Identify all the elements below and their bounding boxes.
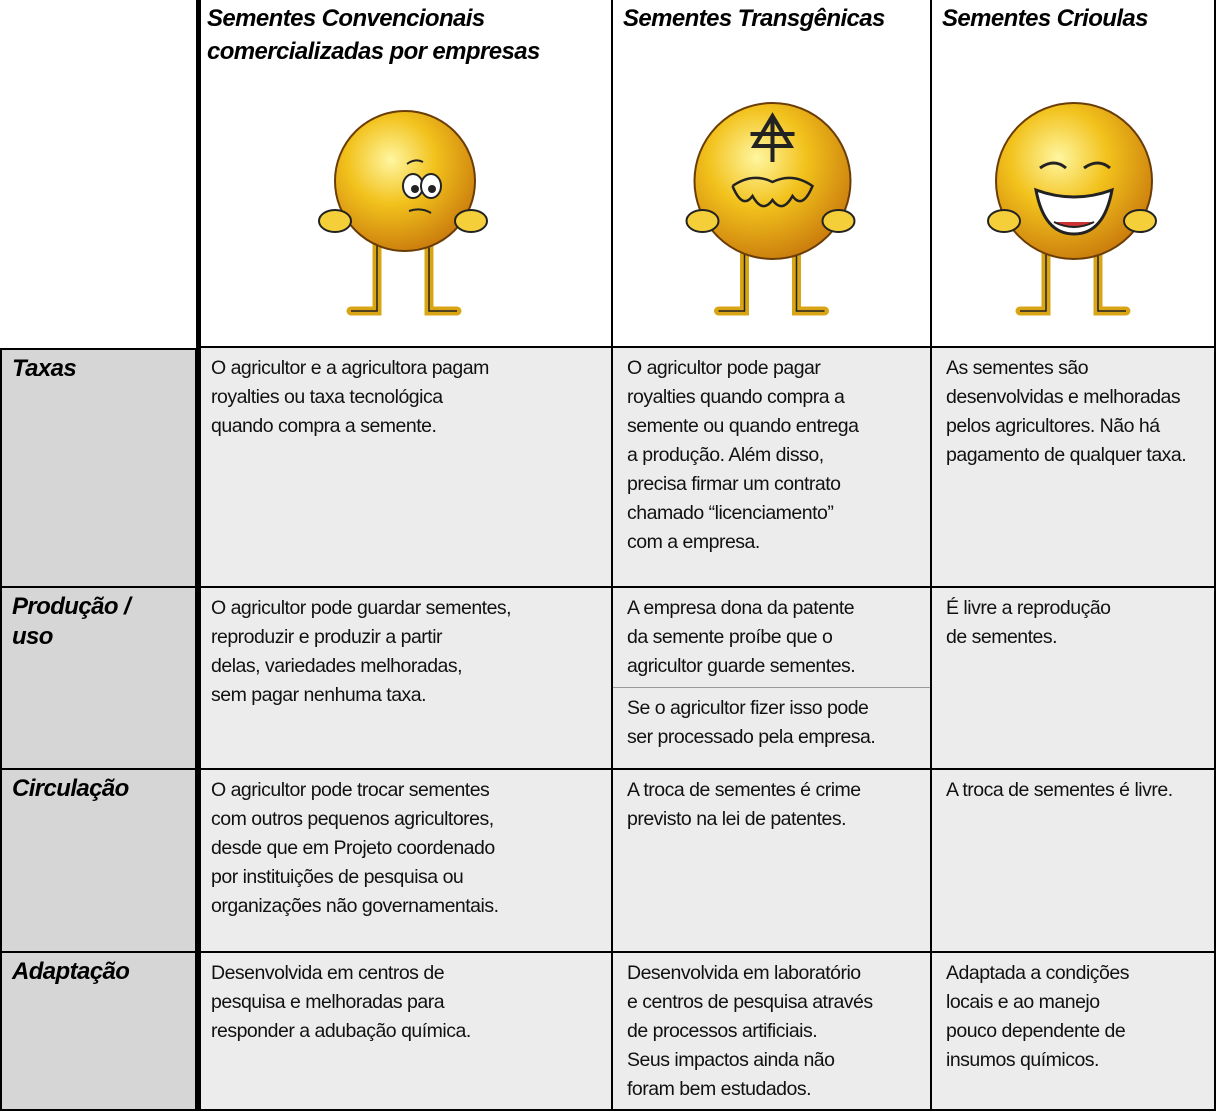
cell-text: com outros pequenos agricultores, xyxy=(211,808,494,830)
column-title: comercializadas por empresas xyxy=(207,38,540,65)
cell-text: semente ou quando entrega xyxy=(627,415,859,437)
cell-text: previsto na lei de patentes. xyxy=(627,808,847,830)
cell-paragraph: A empresa dona da patente da semente proí… xyxy=(627,594,930,681)
row-label: Taxas xyxy=(12,355,77,382)
cell-text: Adaptada a condições xyxy=(946,962,1129,984)
table-cell: Desenvolvida em centros de pesquisa e mel… xyxy=(197,953,613,1111)
cell-text: chamado “licenciamento” xyxy=(627,502,834,524)
cell-text: royalties ou taxa tecnológica xyxy=(211,386,443,408)
seed-character xyxy=(318,110,488,316)
row-header: Taxas xyxy=(0,348,197,588)
column-header: Sementes Transgênicas xyxy=(613,0,932,348)
cell-text: Desenvolvida em laboratório xyxy=(627,962,861,984)
cell-paragraph: A troca de sementes é livre. xyxy=(946,776,1214,805)
table-cell: A empresa dona da patente da semente proí… xyxy=(613,588,932,770)
cell-text: A troca de sementes é livre. xyxy=(946,779,1173,801)
column-header: Sementes Convencionais comercializadas po… xyxy=(197,0,613,348)
cell-text: e centros de pesquisa através xyxy=(627,991,873,1013)
cell-text: a produção. Além disso, xyxy=(627,444,824,466)
cell-text: reproduzir e produzir a partir xyxy=(211,626,443,648)
row-header: Adaptação xyxy=(0,953,197,1111)
cell-text: sem pagar nenhuma taxa. xyxy=(211,684,427,706)
cell-text: O agricultor e a agricultora pagam xyxy=(211,357,489,379)
cell-text: As sementes são xyxy=(946,357,1089,379)
table-divider xyxy=(196,0,201,1111)
cell-text: da semente proíbe que o xyxy=(627,626,833,648)
cell-text: delas, variedades melhoradas, xyxy=(211,655,463,677)
cell-text: pouco dependente de xyxy=(946,1020,1126,1042)
table-cell: Adaptada a condições locais e ao manejo po… xyxy=(932,953,1216,1111)
cell-text: pesquisa e melhoradas para xyxy=(211,991,445,1013)
cell-text: pelos agricultores. Não há xyxy=(946,415,1160,437)
cell-text: locais e ao manejo xyxy=(946,991,1100,1013)
cell-text: O agricultor pode pagar xyxy=(627,357,821,379)
cell-text: pagamento de qualquer taxa. xyxy=(946,444,1187,466)
seed-character xyxy=(987,102,1157,316)
cell-text: A empresa dona da patente xyxy=(627,597,855,619)
cell-text: por instituições de pesquisa ou xyxy=(211,866,464,888)
cell-text: desde que em Projeto coordenado xyxy=(211,837,495,859)
cell-paragraph: Adaptada a condições locais e ao manejo po… xyxy=(946,959,1214,1075)
row-label: Adaptação xyxy=(12,958,130,985)
cell-text: Seus impactos ainda não xyxy=(627,1049,835,1071)
column-header: Sementes Crioulas xyxy=(932,0,1216,348)
table-cell: As sementes são desenvolvidas e melhorada… xyxy=(932,348,1216,588)
cell-text: de processos artificiais. xyxy=(627,1020,818,1042)
cell-text: foram bem estudados. xyxy=(627,1078,812,1100)
cell-paragraph: O agricultor e a agricultora pagam royalt… xyxy=(211,354,611,441)
cell-text: É livre a reprodução xyxy=(946,597,1111,619)
table-cell: O agricultor e a agricultora pagam royalt… xyxy=(197,348,613,588)
cell-text: de sementes. xyxy=(946,626,1058,648)
cell-paragraph: A troca de sementes é crime previsto na l… xyxy=(627,776,930,834)
cell-text: organizações não governamentais. xyxy=(211,895,499,917)
cell-text: O agricultor pode trocar sementes xyxy=(211,779,490,801)
row-label: Circulação xyxy=(12,775,129,802)
cell-text: O agricultor pode guardar sementes, xyxy=(211,597,512,619)
cell-paragraph: O agricultor pode trocar sementes com out… xyxy=(211,776,611,921)
cell-paragraph: Desenvolvida em laboratório e centros de … xyxy=(627,959,930,1104)
table-cell: O agricultor pode pagar royalties quando … xyxy=(613,348,932,588)
column-title: Sementes Transgênicas xyxy=(623,5,885,32)
cell-text: com a empresa. xyxy=(627,531,760,553)
cell-text: Se o agricultor fizer isso pode xyxy=(627,697,869,719)
cell-text: ser processado pela empresa. xyxy=(627,726,876,748)
cell-paragraph: As sementes são desenvolvidas e melhorada… xyxy=(946,354,1214,470)
table-cell: A troca de sementes é crime previsto na l… xyxy=(613,770,932,953)
table-cell: É livre a reprodução de sementes. xyxy=(932,588,1216,770)
row-label: Produção / xyxy=(12,593,131,620)
cell-paragraph: Desenvolvida em centros de pesquisa e mel… xyxy=(211,959,611,1046)
table-cell: A troca de sementes é livre. xyxy=(932,770,1216,953)
cell-text: insumos químicos. xyxy=(946,1049,1099,1071)
cell-text: Desenvolvida em centros de xyxy=(211,962,445,984)
column-title: Sementes Convencionais xyxy=(207,5,485,32)
cell-paragraph: O agricultor pode pagar royalties quando … xyxy=(627,354,930,557)
column-title: Sementes Crioulas xyxy=(942,5,1148,32)
row-label: uso xyxy=(12,623,53,650)
table-cell: O agricultor pode trocar sementes com out… xyxy=(197,770,613,953)
cell-text: responder a adubação química. xyxy=(211,1020,471,1042)
table-cell: Desenvolvida em laboratório e centros de … xyxy=(613,953,932,1111)
cell-paragraph: Se o agricultor fizer isso pode ser proce… xyxy=(613,687,930,752)
seed-character xyxy=(685,102,856,316)
cell-text: precisa firmar um contrato xyxy=(627,473,841,495)
row-header: Circulação xyxy=(0,770,197,953)
cell-text: A troca de sementes é crime xyxy=(627,779,861,801)
cell-paragraph: É livre a reprodução de sementes. xyxy=(946,594,1214,652)
cell-text: quando compra a semente. xyxy=(211,415,437,437)
cell-paragraph: O agricultor pode guardar sementes, repro… xyxy=(211,594,611,710)
cell-text: agricultor guarde sementes. xyxy=(627,655,856,677)
table-cell: O agricultor pode guardar sementes, repro… xyxy=(197,588,613,770)
row-header: Produção / uso xyxy=(0,588,197,770)
cell-text: royalties quando compra a xyxy=(627,386,845,408)
cell-text: desenvolvidas e melhoradas xyxy=(946,386,1181,408)
